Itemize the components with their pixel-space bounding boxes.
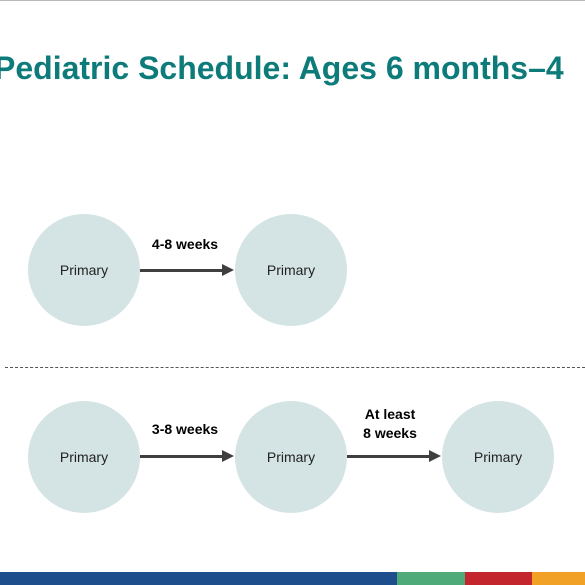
interval-arrow (140, 450, 234, 462)
interval-arrow (140, 264, 234, 276)
arrow-head (429, 450, 441, 462)
schedule-2-node-2: Primary (235, 401, 347, 513)
footer-segment-orange (532, 572, 585, 585)
footer-segment-red (465, 572, 532, 585)
arrow-head (222, 264, 234, 276)
interval-arrow (347, 450, 441, 462)
interval-label: At least 8 weeks (363, 406, 417, 441)
arrow-head (222, 450, 234, 462)
slide-title: Pediatric Schedule: Ages 6 months–4 (0, 50, 564, 86)
schedule-1-node-1: Primary (28, 214, 140, 326)
node-label: Primary (59, 262, 109, 278)
interval-label: 4-8 weeks (151, 236, 219, 252)
schedule-1-node-2: Primary (235, 214, 347, 326)
footer-segment-green (397, 572, 465, 585)
node-label: Primary (473, 449, 523, 465)
schedule-2-node-1: Primary (28, 401, 140, 513)
interval-label: 3-8 weeks (151, 421, 219, 437)
node-label: Primary (266, 262, 316, 278)
node-label: Primary (266, 449, 316, 465)
node-label: Primary (59, 449, 109, 465)
footer-segment-blue (0, 572, 397, 585)
schedule-2-node-3: Primary (442, 401, 554, 513)
schedule-divider (5, 367, 585, 368)
slide-top-border (0, 0, 585, 1)
footer-color-bar (0, 572, 585, 585)
